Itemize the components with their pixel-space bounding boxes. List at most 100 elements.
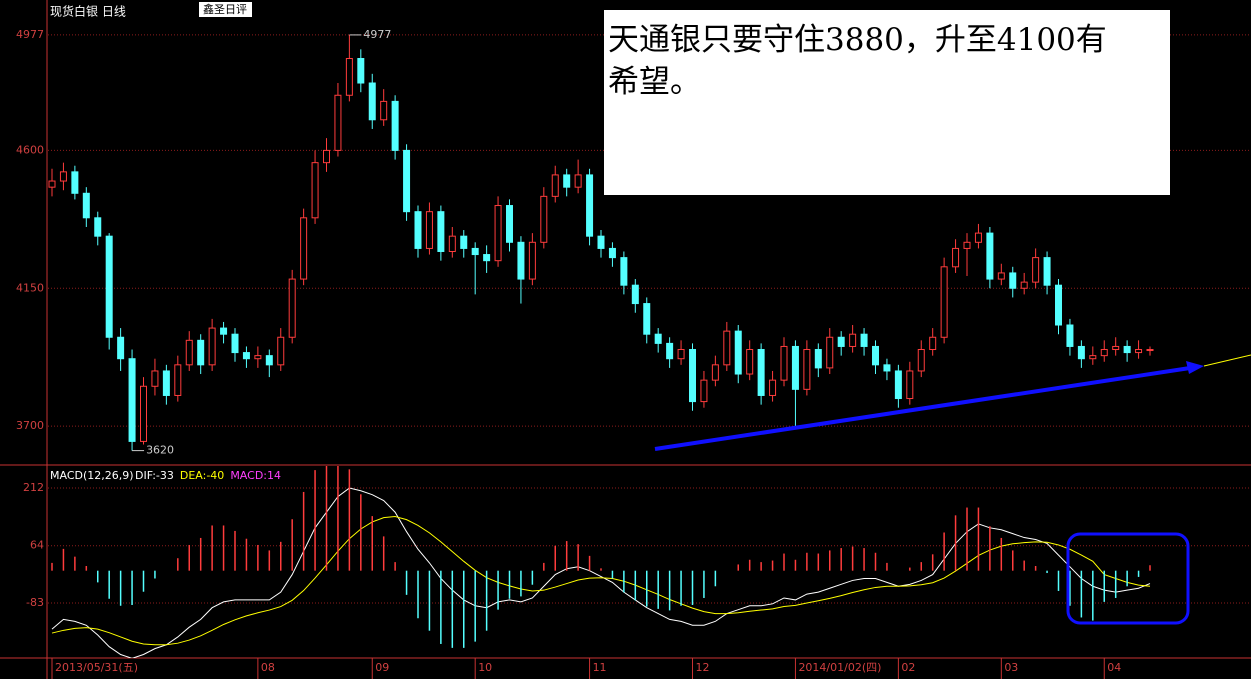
y-tick-label: 212 xyxy=(23,481,44,494)
candle-body xyxy=(105,235,113,338)
candle-body xyxy=(208,327,216,366)
candle-body xyxy=(700,379,708,403)
y-tick-label: 3700 xyxy=(16,419,44,432)
highlight-box xyxy=(1066,532,1190,625)
candle-body xyxy=(689,349,696,403)
candle-body xyxy=(425,211,433,249)
candle-body xyxy=(1146,349,1154,352)
candle-body xyxy=(471,247,479,256)
candle-body xyxy=(608,247,616,259)
candle-body xyxy=(334,94,342,151)
candle-body xyxy=(574,174,582,188)
candle-body xyxy=(242,352,250,360)
candle-body xyxy=(414,211,422,249)
high-label: 4977 xyxy=(363,28,391,41)
x-tick-label: 09 xyxy=(375,661,389,674)
candle-body xyxy=(1123,345,1131,354)
macd-line xyxy=(51,515,1151,646)
macd-readout: DIF:-33 xyxy=(135,469,174,482)
candle-body xyxy=(1135,349,1143,354)
candle-body xyxy=(974,232,982,243)
candle-body xyxy=(952,247,960,268)
candle-body xyxy=(803,349,811,390)
price-panel: 3620 4977 xyxy=(48,28,1154,457)
candle-body xyxy=(586,174,594,237)
candle-body xyxy=(654,333,662,344)
candle-body xyxy=(826,336,834,369)
macd-panel xyxy=(51,466,1151,658)
trend-arrow xyxy=(1186,361,1204,374)
candle-body xyxy=(71,171,79,194)
candle-body xyxy=(963,241,971,249)
candle-body xyxy=(1077,345,1085,360)
candle-body xyxy=(220,327,228,335)
candle-body xyxy=(860,333,868,347)
candle-body xyxy=(357,58,365,84)
candle-body xyxy=(162,370,170,396)
candle-body xyxy=(837,336,845,347)
candle-body xyxy=(380,100,388,121)
candle-body xyxy=(345,58,353,96)
candle-body xyxy=(1055,284,1062,326)
candle-body xyxy=(631,284,639,305)
y-tick-label: -83 xyxy=(26,596,44,609)
candle-body xyxy=(814,349,822,369)
candle-body xyxy=(1089,355,1097,360)
candle-body xyxy=(723,330,731,366)
candle-body xyxy=(620,257,628,286)
chart-title: 现货白银 日线 xyxy=(50,4,126,19)
macd-readout: DEA:-40 xyxy=(180,469,224,482)
x-tick-label: 02 xyxy=(901,661,915,674)
macd-readout: MACD:14 xyxy=(230,469,281,482)
candle-body xyxy=(791,345,799,390)
x-tick-label: 10 xyxy=(478,661,492,674)
candle-body xyxy=(59,171,67,182)
candle-body xyxy=(906,370,914,400)
badge: 鑫圣日评 xyxy=(203,2,247,16)
x-tick-label: 11 xyxy=(593,661,607,674)
y-tick-label: 4150 xyxy=(16,281,44,294)
x-tick-label: 2014/01/02(四) xyxy=(798,661,881,674)
candle-body xyxy=(563,174,571,188)
candle-body xyxy=(140,385,147,442)
candle-body xyxy=(448,235,456,252)
candle-body xyxy=(82,192,90,219)
candle-body xyxy=(551,174,559,197)
candle-body xyxy=(391,100,399,151)
candle-body xyxy=(403,149,411,213)
candle-body xyxy=(540,195,548,243)
candle-body xyxy=(265,355,273,366)
candle-body xyxy=(94,217,102,237)
candle-body xyxy=(940,266,948,338)
candle-body xyxy=(117,336,125,360)
candle-body xyxy=(1009,272,1017,289)
candle-body xyxy=(506,205,513,243)
candle-body xyxy=(986,232,994,280)
candle-body xyxy=(48,180,56,188)
candle-body xyxy=(769,379,777,396)
candle-body xyxy=(734,330,742,375)
y-tick-label: 4977 xyxy=(16,28,44,41)
candle-body xyxy=(849,333,857,347)
candle-body xyxy=(894,370,902,400)
candle-body xyxy=(288,278,296,338)
candle-body xyxy=(677,349,685,360)
note-box xyxy=(604,10,1170,195)
candle-body xyxy=(883,364,891,372)
candle-body xyxy=(128,358,136,442)
candle-body xyxy=(323,149,330,164)
macd-title: MACD(12,26,9) xyxy=(50,469,134,482)
candle-body xyxy=(254,355,262,360)
candle-body xyxy=(311,162,319,219)
candle-body xyxy=(1112,345,1120,351)
badge-box xyxy=(199,2,252,17)
x-tick-label: 12 xyxy=(696,661,710,674)
candle-body xyxy=(643,303,651,335)
trend-extension xyxy=(1203,354,1251,367)
candle-body xyxy=(174,364,182,396)
trend-line xyxy=(654,366,1191,451)
x-tick-label: 04 xyxy=(1107,661,1121,674)
candle-body xyxy=(197,339,205,366)
candle-body xyxy=(711,364,719,381)
